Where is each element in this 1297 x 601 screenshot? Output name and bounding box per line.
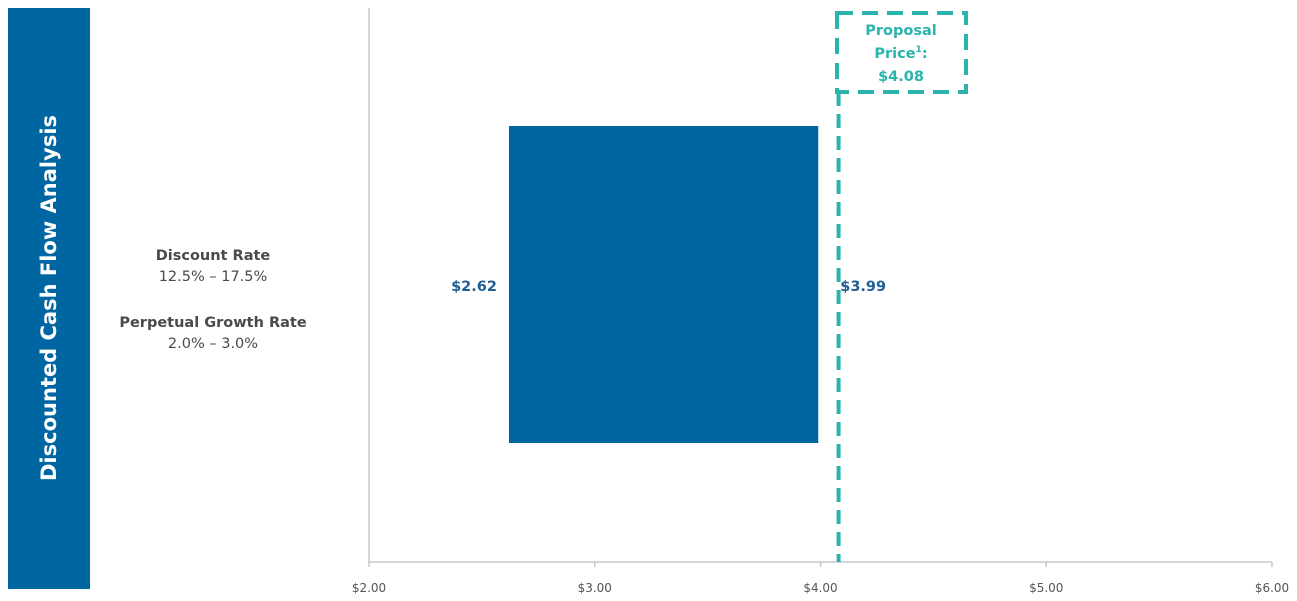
category-title: Discounted Cash Flow Analysis <box>37 115 61 481</box>
x-tick-label: $3.00 <box>578 581 612 595</box>
x-tick-label: $6.00 <box>1255 581 1289 595</box>
x-tick-group: $2.00 $3.00 $4.00 $5.00 $6.00 <box>352 562 1289 595</box>
x-tick-label: $5.00 <box>1029 581 1063 595</box>
range-low-label: $2.62 <box>451 279 497 295</box>
growth-rate-label: Perpetual Growth Rate <box>119 315 306 331</box>
parameter-block: Discount Rate 12.5% – 17.5% Perpetual Gr… <box>119 248 306 352</box>
proposal-price-label-suffix: : <box>922 46 928 62</box>
proposal-price-value: $4.08 <box>878 69 924 85</box>
range-high-label: $3.99 <box>840 279 886 295</box>
valuation-range-bar <box>508 126 819 443</box>
x-tick-label: $2.00 <box>352 581 386 595</box>
proposal-price-label-line2-group: Price1: <box>874 45 927 62</box>
discount-rate-label: Discount Rate <box>156 248 271 264</box>
proposal-price-label-line1: Proposal <box>865 23 936 39</box>
proposal-price-callout-box <box>835 11 968 94</box>
proposal-price-footnote: 1 <box>916 45 922 55</box>
category-panel <box>8 8 90 589</box>
growth-rate-value: 2.0% – 3.0% <box>168 336 258 352</box>
x-tick-label: $4.00 <box>803 581 837 595</box>
proposal-price-label-line2: Price <box>874 46 915 62</box>
discount-rate-value: 12.5% – 17.5% <box>159 269 268 285</box>
